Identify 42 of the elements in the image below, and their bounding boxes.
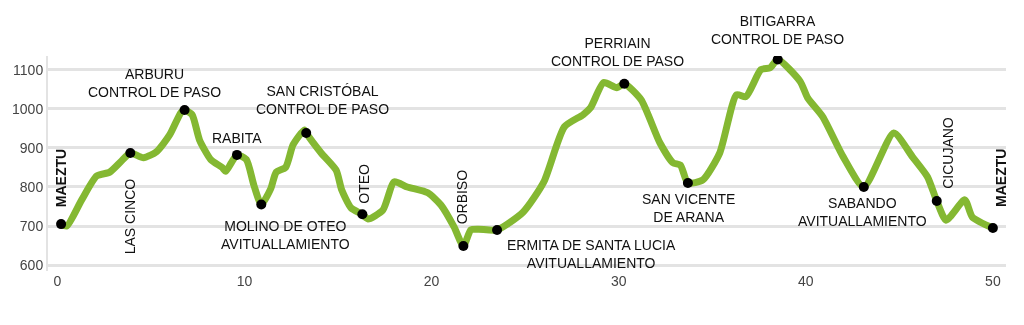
x-tick-label: 40 bbox=[798, 273, 814, 289]
point bbox=[125, 147, 136, 158]
point bbox=[231, 149, 242, 160]
y-tick-label: 800 bbox=[19, 178, 44, 195]
point bbox=[858, 181, 869, 192]
x-tick-label: 50 bbox=[985, 273, 1001, 289]
point bbox=[179, 104, 190, 115]
annotation: ARBURU CONTROL DE PASO bbox=[88, 66, 222, 101]
annotation: MAEZTU bbox=[992, 148, 1009, 207]
y-tick-label: 900 bbox=[19, 139, 44, 156]
x-tick-label: 20 bbox=[423, 273, 440, 289]
annotation: ORBISO bbox=[454, 169, 471, 225]
y-tick-label: 1000 bbox=[12, 100, 44, 117]
annotation: BITIGARRA CONTROL DE PASO bbox=[711, 13, 845, 48]
y-tick-label: 1100 bbox=[13, 61, 44, 78]
point bbox=[256, 199, 267, 210]
point bbox=[619, 78, 630, 89]
annotation: SAN CRISTÓBAL CONTROL DE PASO bbox=[256, 83, 390, 118]
annotation: PERRIAIN CONTROL DE PASO bbox=[551, 35, 685, 70]
annotation: SABANDO AVITUALLAMIENTO bbox=[798, 195, 927, 230]
annotation: SAN VICENTE DE ARANA bbox=[642, 191, 736, 226]
annotation: MAEZTU bbox=[53, 148, 70, 208]
point bbox=[492, 224, 503, 235]
y-tick-label: 700 bbox=[19, 217, 44, 234]
annotation: ERMITA DE SANTA LUCIA AVITUALLAMIENTO bbox=[507, 237, 676, 272]
point bbox=[301, 128, 312, 139]
annotation: RABITA bbox=[212, 130, 263, 146]
point bbox=[772, 56, 783, 65]
annotation: MOLINO DE OTEO AVITUALLAMIENTO bbox=[221, 218, 350, 253]
annotation: CICUJANO bbox=[939, 117, 956, 189]
x-tick-label: 30 bbox=[610, 273, 627, 289]
x-tick-label: 0 bbox=[53, 273, 62, 289]
point bbox=[682, 178, 693, 189]
annotation: LAS CINCO bbox=[122, 178, 139, 255]
point bbox=[56, 219, 67, 230]
annotation: OTEO bbox=[356, 163, 373, 204]
point bbox=[458, 240, 469, 251]
x-tick-label: 10 bbox=[236, 273, 253, 289]
point bbox=[987, 223, 998, 233]
point bbox=[931, 196, 942, 207]
point bbox=[357, 209, 368, 220]
y-tick-label: 600 bbox=[19, 257, 44, 274]
